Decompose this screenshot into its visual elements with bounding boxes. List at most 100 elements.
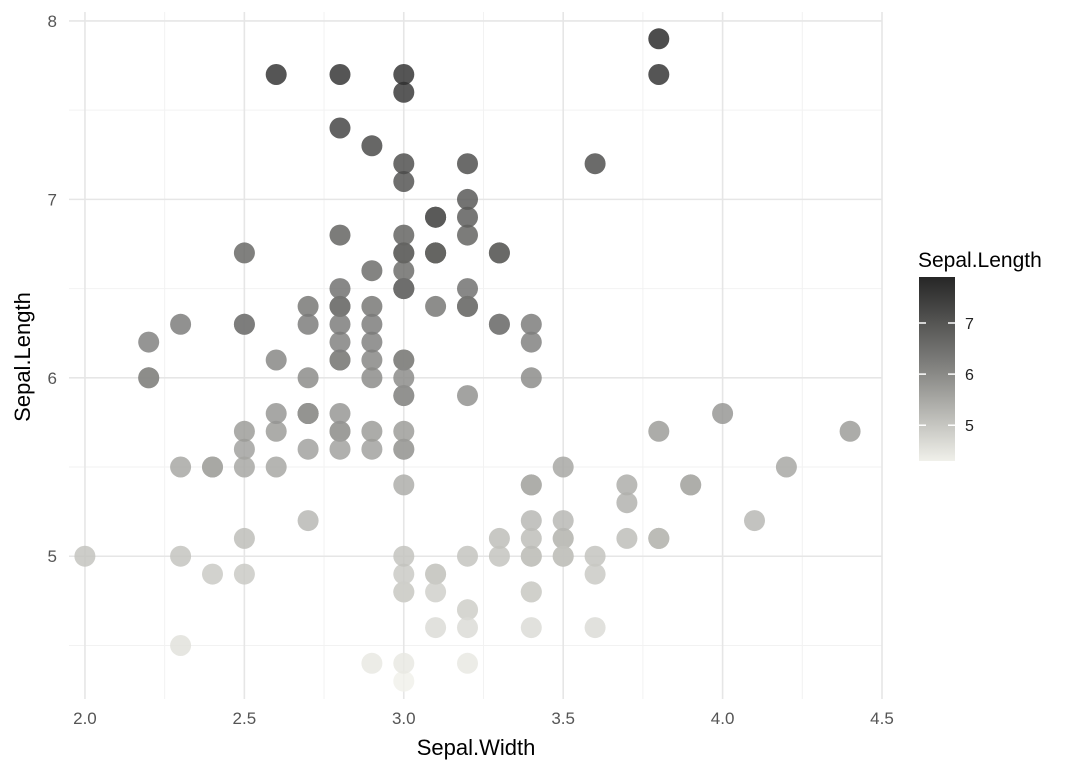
legend-ticks: 5 6 7 — [919, 316, 974, 435]
y-tick-label: 5 — [48, 547, 57, 566]
x-tick-label: 2.5 — [233, 709, 257, 728]
data-point — [329, 438, 351, 460]
data-point — [329, 420, 351, 442]
data-point — [233, 313, 255, 335]
x-tick-label: 2.0 — [73, 709, 97, 728]
data-point — [457, 295, 478, 317]
data-point — [233, 527, 255, 549]
data-point — [488, 527, 510, 549]
x-tick-label: 4.5 — [870, 709, 894, 728]
data-point — [297, 367, 319, 389]
data-point — [74, 545, 96, 567]
data-point — [233, 456, 255, 478]
data-point — [297, 438, 319, 460]
data-point — [616, 474, 638, 496]
data-point — [425, 617, 447, 639]
data-point — [297, 295, 319, 317]
data-point — [329, 349, 351, 371]
data-point — [457, 652, 478, 674]
data-point — [329, 224, 351, 246]
data-point — [520, 474, 542, 496]
data-point — [233, 563, 255, 585]
data-point — [584, 153, 606, 175]
data-point — [361, 135, 383, 157]
grid-lines — [69, 12, 883, 699]
data-point — [329, 117, 351, 139]
data-point — [329, 331, 351, 353]
data-point — [265, 403, 287, 424]
data-point — [457, 545, 478, 567]
data-point — [425, 295, 447, 317]
data-point — [648, 420, 670, 442]
data-point — [775, 456, 797, 478]
y-tick-label: 6 — [48, 369, 57, 388]
data-point — [648, 64, 670, 85]
data-point — [393, 438, 415, 460]
data-point — [138, 367, 160, 389]
data-point — [202, 456, 223, 478]
data-point — [393, 385, 415, 407]
data-point — [393, 420, 415, 442]
legend-title: Sepal.Length — [918, 249, 1042, 272]
data-point — [744, 510, 765, 532]
x-axis-tick-labels: 2.0 2.5 3.0 3.5 4.0 4.5 — [73, 709, 894, 728]
data-point — [457, 188, 478, 210]
data-point — [584, 545, 606, 567]
data-point — [297, 313, 319, 335]
data-point — [616, 527, 638, 549]
data-point — [329, 278, 351, 300]
data-point — [393, 224, 415, 246]
data-point — [393, 563, 415, 585]
data-point — [393, 474, 415, 496]
data-point — [393, 153, 415, 175]
data-point — [170, 635, 192, 656]
data-point — [425, 242, 447, 264]
data-point — [265, 349, 287, 371]
data-point — [393, 652, 415, 674]
data-point — [393, 581, 415, 603]
data-point — [170, 545, 192, 567]
data-point — [329, 295, 351, 317]
y-tick-label: 8 — [48, 12, 57, 31]
data-point — [329, 313, 351, 335]
data-point — [488, 242, 510, 264]
data-point — [393, 349, 415, 371]
data-point — [520, 581, 542, 603]
data-point — [170, 313, 192, 335]
data-point — [680, 474, 702, 496]
data-point — [425, 581, 447, 603]
legend-tick-label: 5 — [965, 418, 974, 435]
x-axis-title: Sepal.Width — [417, 735, 536, 760]
legend-color-bar — [919, 277, 955, 461]
x-tick-label: 4.0 — [711, 709, 735, 728]
data-point — [361, 349, 383, 371]
data-point — [425, 563, 447, 585]
data-point — [520, 367, 542, 389]
data-point — [361, 652, 383, 674]
data-point — [393, 670, 415, 692]
data-point — [329, 64, 351, 85]
data-point — [457, 153, 478, 175]
data-point — [584, 563, 606, 585]
data-point — [839, 420, 861, 442]
data-point — [457, 385, 478, 407]
data-point — [520, 510, 542, 532]
data-point — [265, 456, 287, 478]
data-point — [584, 617, 606, 639]
legend-tick-label: 6 — [965, 367, 974, 384]
data-point — [361, 438, 383, 460]
data-point — [488, 313, 510, 335]
y-axis-tick-labels: 5 6 7 8 — [48, 12, 57, 566]
data-point — [393, 367, 415, 389]
data-point — [393, 81, 415, 103]
data-point — [393, 260, 415, 282]
data-point — [361, 420, 383, 442]
data-point — [457, 617, 478, 639]
data-point — [520, 617, 542, 639]
data-point — [393, 242, 415, 264]
data-point — [520, 527, 542, 549]
data-point — [488, 545, 510, 567]
data-point — [520, 313, 542, 335]
data-point — [233, 242, 255, 264]
